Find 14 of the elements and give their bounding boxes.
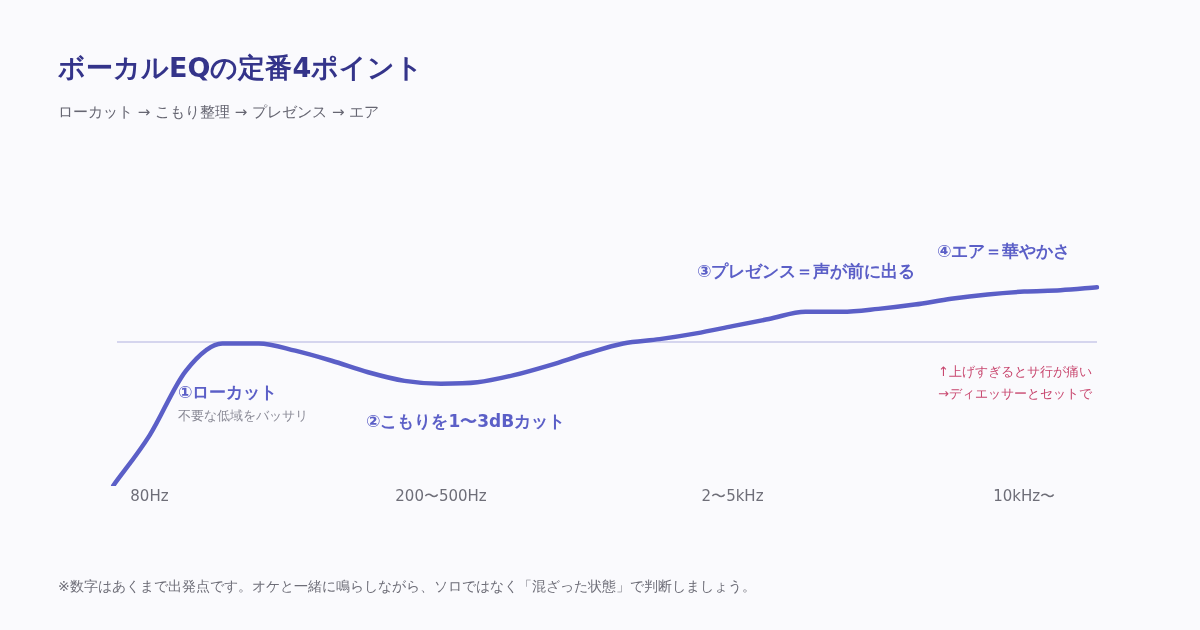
chart-title: ボーカルEQの定番4ポイント <box>58 51 424 85</box>
text: ④エア＝華やかさ <box>937 240 1071 263</box>
x-tick-label: 80Hz <box>130 486 169 505</box>
x-tick-label: 10kHz〜 <box>993 486 1056 505</box>
text: ※数字はあくまで出発点です。オケと一緒に鳴らしながら、ソロではなく「混ざった状態」で判断しましょう。 <box>58 578 756 596</box>
chart-subtitle: ローカット → こもり整理 → プレゼンス → エア <box>58 103 380 122</box>
text: ③プレゼンス＝声が前に出る <box>697 260 916 283</box>
annotation: →ディエッサーとセットで <box>938 385 1092 403</box>
annotation: 不要な低域をバッサリ <box>178 407 308 425</box>
x-tick-label: 200〜500Hz <box>395 486 487 505</box>
annotation: ↑上げすぎるとサ行が痛い <box>938 363 1092 381</box>
annotation: ①ローカット <box>178 381 278 404</box>
annotation: ②こもりを1〜3dBカット <box>366 410 566 433</box>
x-tick-label: 2〜5kHz <box>701 486 764 505</box>
